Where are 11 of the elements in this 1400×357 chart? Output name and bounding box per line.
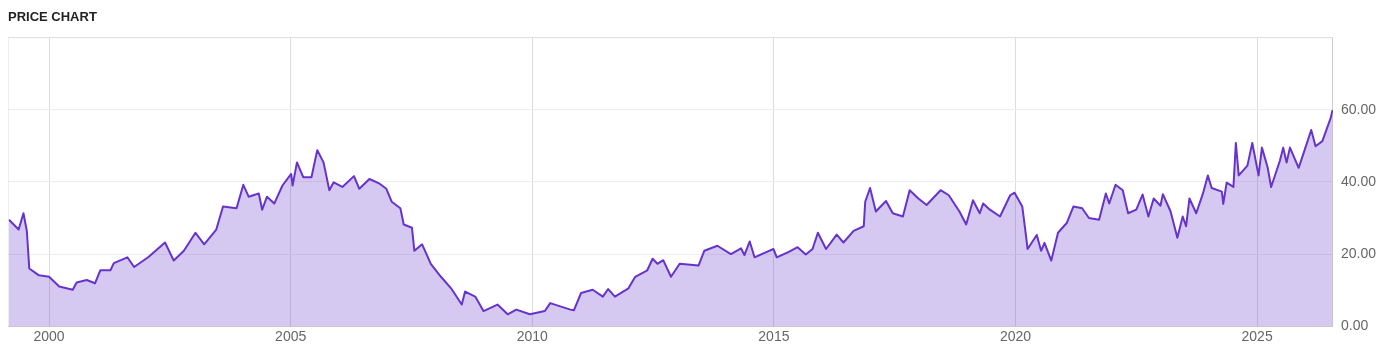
x-tick-label: 2020 bbox=[999, 328, 1032, 345]
chart-title: PRICE CHART bbox=[8, 9, 97, 25]
x-tick-label: 2025 bbox=[1241, 328, 1273, 345]
y-tick-label: 20.00 bbox=[1340, 244, 1377, 261]
x-tick-label: 2005 bbox=[275, 328, 307, 345]
y-tick-label: 60.00 bbox=[1340, 100, 1377, 117]
x-tick-label: 2010 bbox=[516, 328, 549, 345]
x-tick-label: 2015 bbox=[758, 328, 790, 345]
x-tick-label: 2000 bbox=[33, 328, 65, 345]
y-tick-label: 0.00 bbox=[1340, 317, 1369, 334]
y-tick-label: 40.00 bbox=[1340, 172, 1377, 189]
